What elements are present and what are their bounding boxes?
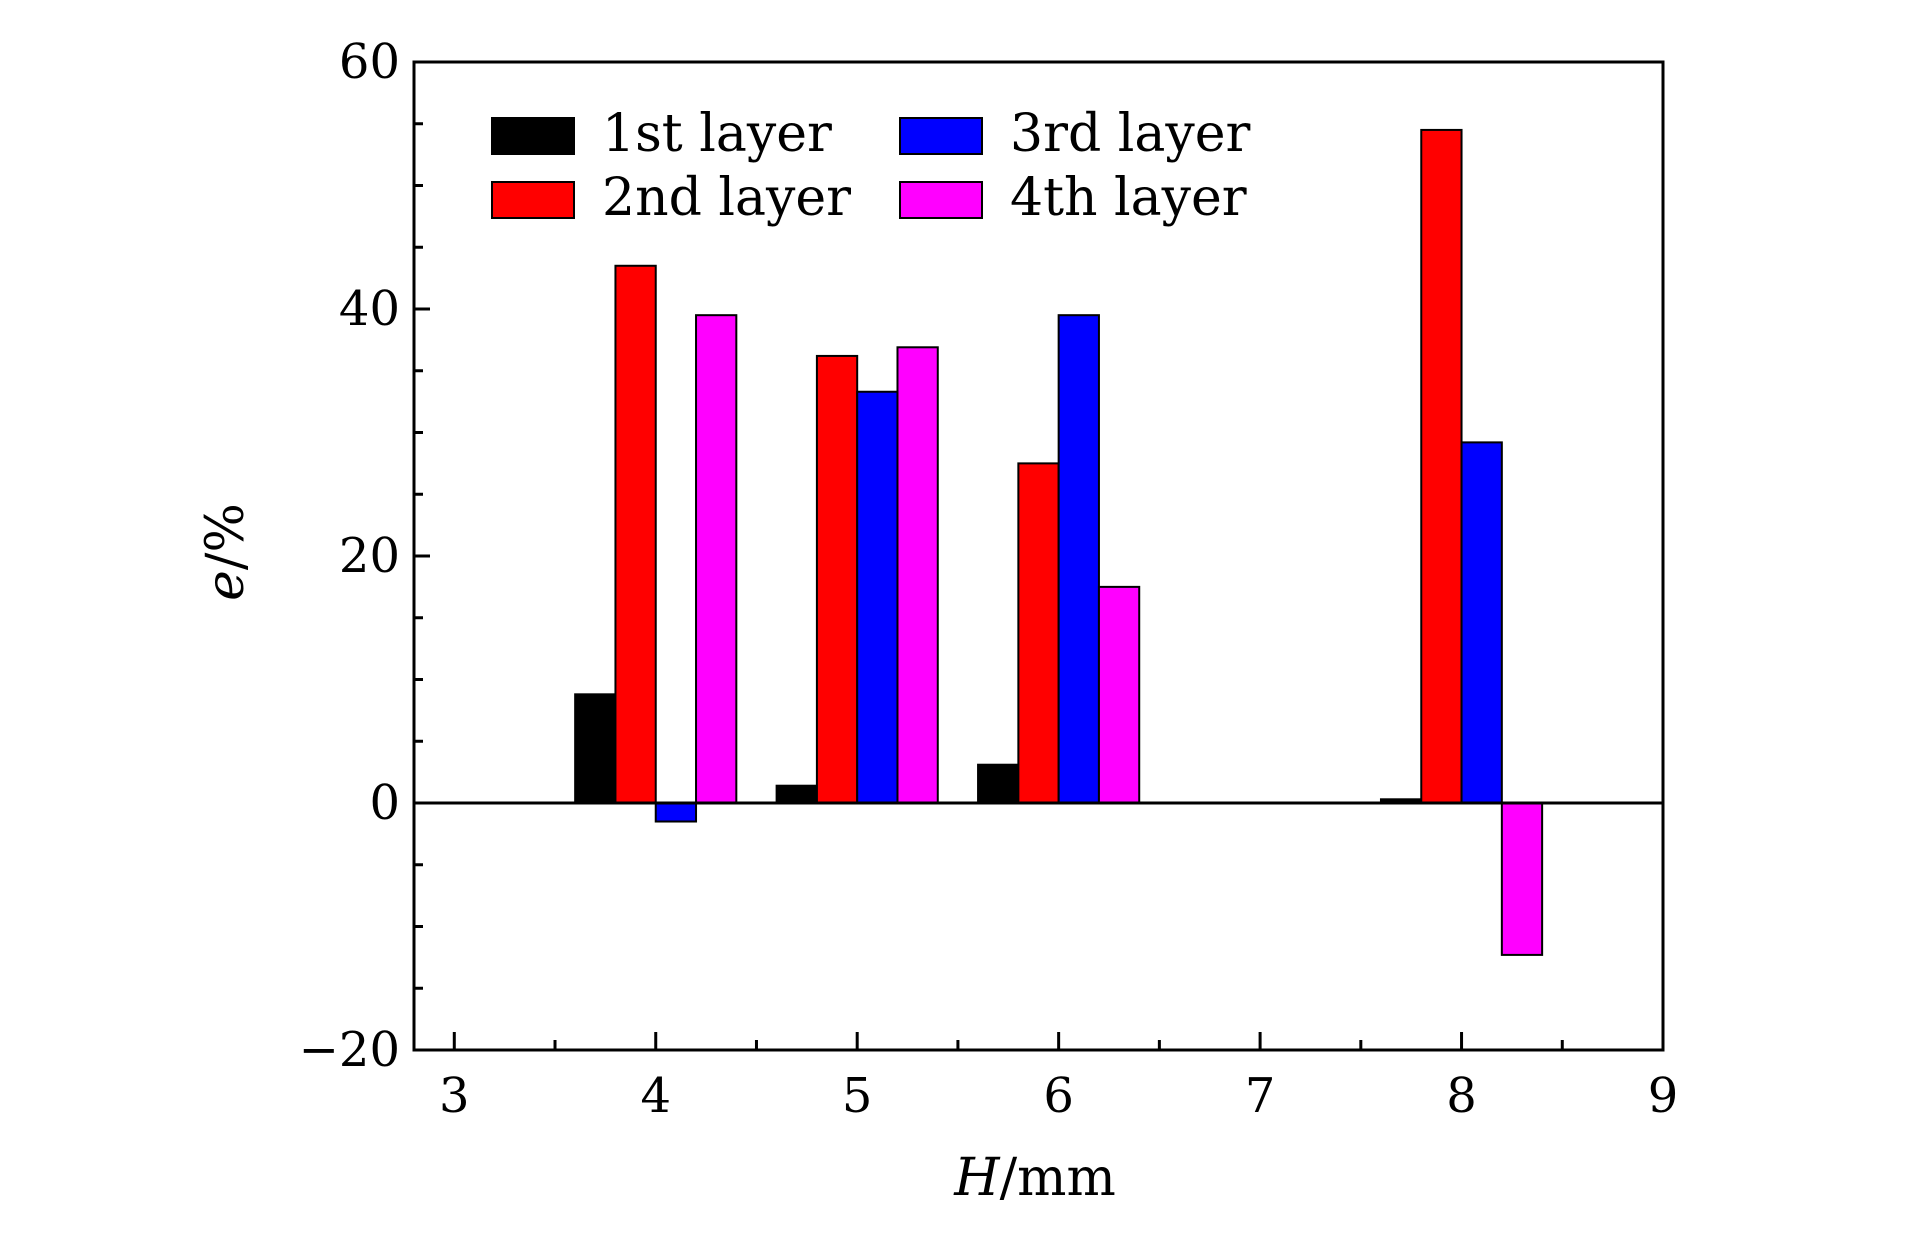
bar-2-5 (815, 354, 859, 804)
y-tick-label: −20 (299, 1022, 400, 1078)
legend-label: 4th layer (1010, 168, 1247, 228)
bar-1-4 (574, 693, 617, 805)
x-tick-label: 4 (640, 1068, 671, 1124)
x-axis-title: H/mm (953, 1148, 1116, 1208)
y-axis-title-unit: /% (196, 503, 256, 570)
bar-4-8 (1500, 802, 1544, 956)
y-tick-label: 20 (339, 528, 400, 584)
bar-2-4 (614, 264, 657, 804)
bar-3-4 (654, 802, 698, 823)
legend-item-4: 4th layer (899, 168, 1247, 228)
legend-swatch (491, 181, 575, 219)
x-axis-title-unit: /mm (1000, 1148, 1116, 1208)
legend-label: 2nd layer (602, 168, 851, 228)
bar-3-6 (1057, 314, 1100, 804)
legend-swatch (899, 181, 983, 219)
legend-swatch (899, 117, 983, 155)
x-axis-ticks: 3 4 5 6 7 8 9 (439, 1032, 1678, 1124)
y-tick-label: 60 (339, 34, 400, 90)
y-tick-label: 40 (339, 281, 400, 337)
bar-4-5 (896, 346, 939, 804)
bar-2-8 (1420, 128, 1463, 805)
bar-4-4 (695, 314, 738, 804)
bar-1-5 (775, 784, 818, 805)
legend-swatch (491, 117, 575, 155)
bar-3-8 (1460, 441, 1503, 804)
x-tick-label: 5 (842, 1068, 873, 1124)
y-axis-title: e/% (196, 503, 256, 601)
y-tick-label: 0 (369, 775, 400, 831)
x-tick-label: 7 (1245, 1068, 1276, 1124)
x-axis-title-symbol: H (953, 1148, 1001, 1208)
legend-item-3: 3rd layer (899, 104, 1251, 164)
legend-label: 1st layer (602, 104, 832, 164)
bar-3-5 (856, 390, 899, 804)
y-axis-ticks: 60 40 20 0 −20 (299, 34, 430, 1078)
bars (574, 128, 1544, 956)
bar-4-6 (1097, 585, 1141, 804)
legend-item-2: 2nd layer (491, 168, 851, 228)
x-tick-label: 6 (1043, 1068, 1074, 1124)
bar-2-6 (1017, 462, 1060, 804)
plot-area: 60 40 20 0 −20 3 4 5 6 7 8 9 (299, 34, 1679, 1124)
bar-1-6 (977, 763, 1020, 805)
legend-label: 3rd layer (1010, 104, 1251, 164)
svg-text:e/%: e/% (196, 503, 256, 601)
x-tick-label: 8 (1446, 1068, 1477, 1124)
legend-item-1: 1st layer (491, 104, 832, 164)
y-axis-title-symbol: e (196, 570, 256, 601)
svg-text:H/mm: H/mm (953, 1148, 1116, 1208)
x-tick-label: 3 (439, 1068, 470, 1124)
x-tick-label: 9 (1648, 1068, 1679, 1124)
